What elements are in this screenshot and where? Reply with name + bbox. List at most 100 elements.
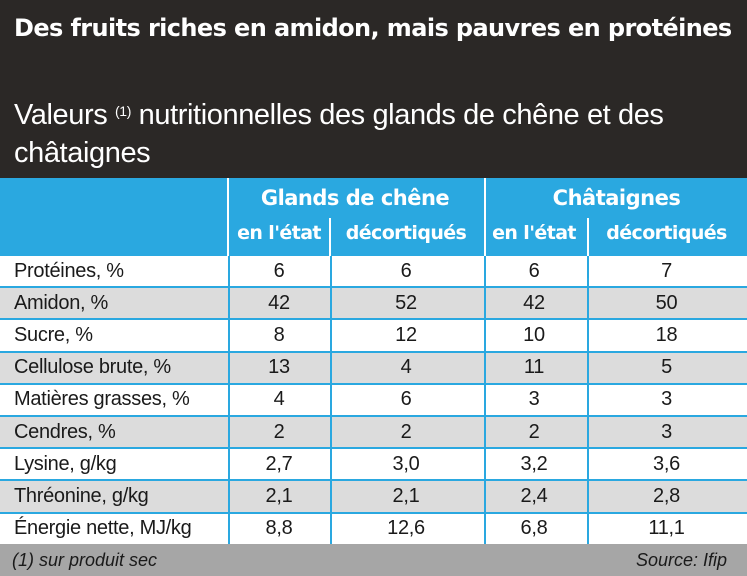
header-panel: Des fruits riches en amidon, mais pauvre…	[0, 0, 747, 178]
column-divider	[227, 178, 229, 256]
cell-value: 42	[523, 291, 545, 314]
column-divider	[587, 416, 589, 448]
row-label: Thréonine, g/kg	[14, 484, 149, 507]
cell-value: 6	[528, 259, 540, 282]
table-row: Cendres, % 2 2 2 3	[0, 416, 747, 450]
group-header-glands: Glands de chêne	[260, 186, 450, 210]
cell-value: 4	[273, 388, 285, 411]
cell-value: 11	[523, 356, 545, 379]
column-divider	[484, 513, 486, 544]
column-divider	[484, 481, 486, 512]
subtitle-text-start: Valeurs	[14, 99, 116, 131]
cell-value: 12	[395, 323, 417, 346]
cell-value: 2	[528, 420, 540, 443]
column-divider	[228, 384, 230, 415]
cell-value: 4	[400, 356, 412, 379]
column-divider	[228, 352, 230, 383]
cell-value: 10	[523, 323, 545, 346]
table-row: Matières grasses, % 4 6 3 3	[0, 384, 747, 417]
cell-value: 50	[655, 291, 678, 314]
footnote-text: (1) sur produit sec	[12, 550, 158, 570]
column-divider	[484, 449, 486, 480]
column-divider	[587, 320, 589, 351]
cell-value: 3,2	[520, 452, 548, 475]
subheader-glands-etat: en l'état	[237, 222, 321, 244]
subheader-chataignes-decortiques: décortiqués	[606, 222, 727, 244]
column-divider	[228, 513, 230, 544]
table-row: Énergie nette, MJ/kg 8,8 12,6 6,8 11,1	[0, 513, 747, 546]
cell-value: 12,6	[387, 517, 425, 540]
row-label: Protéines, %	[14, 259, 124, 282]
cell-value: 8,8	[265, 517, 293, 540]
cell-value: 2	[400, 420, 412, 443]
column-divider	[484, 256, 486, 287]
page-subtitle: Valeurs (1) nutritionnelles des glands d…	[14, 96, 734, 172]
row-label: Cellulose brute, %	[14, 356, 171, 379]
cell-value: 2,1	[392, 484, 420, 507]
cell-value: 7	[661, 259, 672, 282]
column-divider	[329, 218, 331, 256]
column-divider	[228, 288, 230, 319]
table-row: Protéines, % 6 6 6 7	[0, 256, 747, 289]
cell-value: 8	[273, 323, 285, 346]
source-text: Source: Ifip	[635, 550, 727, 570]
column-divider	[330, 256, 332, 287]
column-divider	[484, 178, 486, 256]
cell-value: 6	[400, 388, 412, 411]
subtitle-text-end: nutritionnelles des glands de chêne et d…	[14, 99, 664, 169]
group-header-chataignes: Châtaignes	[552, 186, 681, 210]
column-divider	[330, 416, 332, 448]
table-column-header: Glands de chêne Châtaignes en l'état déc…	[0, 178, 747, 256]
column-divider	[587, 256, 589, 287]
row-label: Lysine, g/kg	[14, 452, 117, 475]
column-divider	[484, 352, 486, 383]
cell-value: 3,0	[392, 452, 420, 475]
column-divider	[587, 288, 589, 319]
cell-value: 2,1	[265, 484, 293, 507]
table-row: Amidon, % 42 52 42 50	[0, 288, 747, 321]
column-divider	[484, 384, 486, 415]
row-label: Amidon, %	[14, 291, 109, 314]
column-divider	[330, 320, 332, 351]
column-divider	[484, 416, 486, 448]
cell-value: 11,1	[648, 517, 685, 540]
column-divider	[228, 416, 230, 448]
cell-value: 2	[273, 420, 285, 443]
column-divider	[330, 352, 332, 383]
cell-value: 6	[273, 259, 285, 282]
row-label: Cendres, %	[14, 420, 116, 443]
column-divider	[330, 481, 332, 512]
table-row: Thréonine, g/kg 2,1 2,1 2,4 2,8	[0, 481, 747, 514]
column-divider	[484, 320, 486, 351]
cell-value: 3	[661, 388, 672, 411]
cell-value: 3,6	[653, 452, 680, 475]
column-divider	[330, 384, 332, 415]
cell-value: 5	[661, 356, 672, 379]
column-divider	[330, 449, 332, 480]
cell-value: 52	[395, 291, 417, 314]
cell-value: 3	[528, 388, 540, 411]
column-divider	[587, 513, 589, 544]
column-divider	[228, 481, 230, 512]
cell-value: 18	[655, 323, 678, 346]
cell-value: 13	[268, 356, 290, 379]
row-label: Sucre, %	[14, 323, 93, 346]
table-body: Protéines, % 6 6 6 7 Amidon, % 42 52 42 …	[0, 256, 747, 546]
footer-bar: (1) sur produit sec Source: Ifip	[0, 544, 747, 576]
column-divider	[228, 320, 230, 351]
row-label: Matières grasses, %	[14, 388, 190, 411]
column-divider	[587, 352, 589, 383]
cell-value: 2,8	[653, 484, 680, 507]
column-divider	[228, 256, 230, 287]
column-divider	[587, 218, 589, 256]
table-row: Cellulose brute, % 13 4 11 5	[0, 352, 747, 385]
table-row: Lysine, g/kg 2,7 3,0 3,2 3,6	[0, 449, 747, 482]
row-label: Énergie nette, MJ/kg	[14, 517, 192, 540]
column-divider	[330, 513, 332, 544]
cell-value: 42	[268, 291, 290, 314]
page-title: Des fruits riches en amidon, mais pauvre…	[14, 14, 732, 42]
column-divider	[330, 288, 332, 319]
column-divider	[587, 384, 589, 415]
subheader-glands-decortiques: décortiqués	[345, 222, 467, 244]
cell-value: 6,8	[520, 517, 548, 540]
